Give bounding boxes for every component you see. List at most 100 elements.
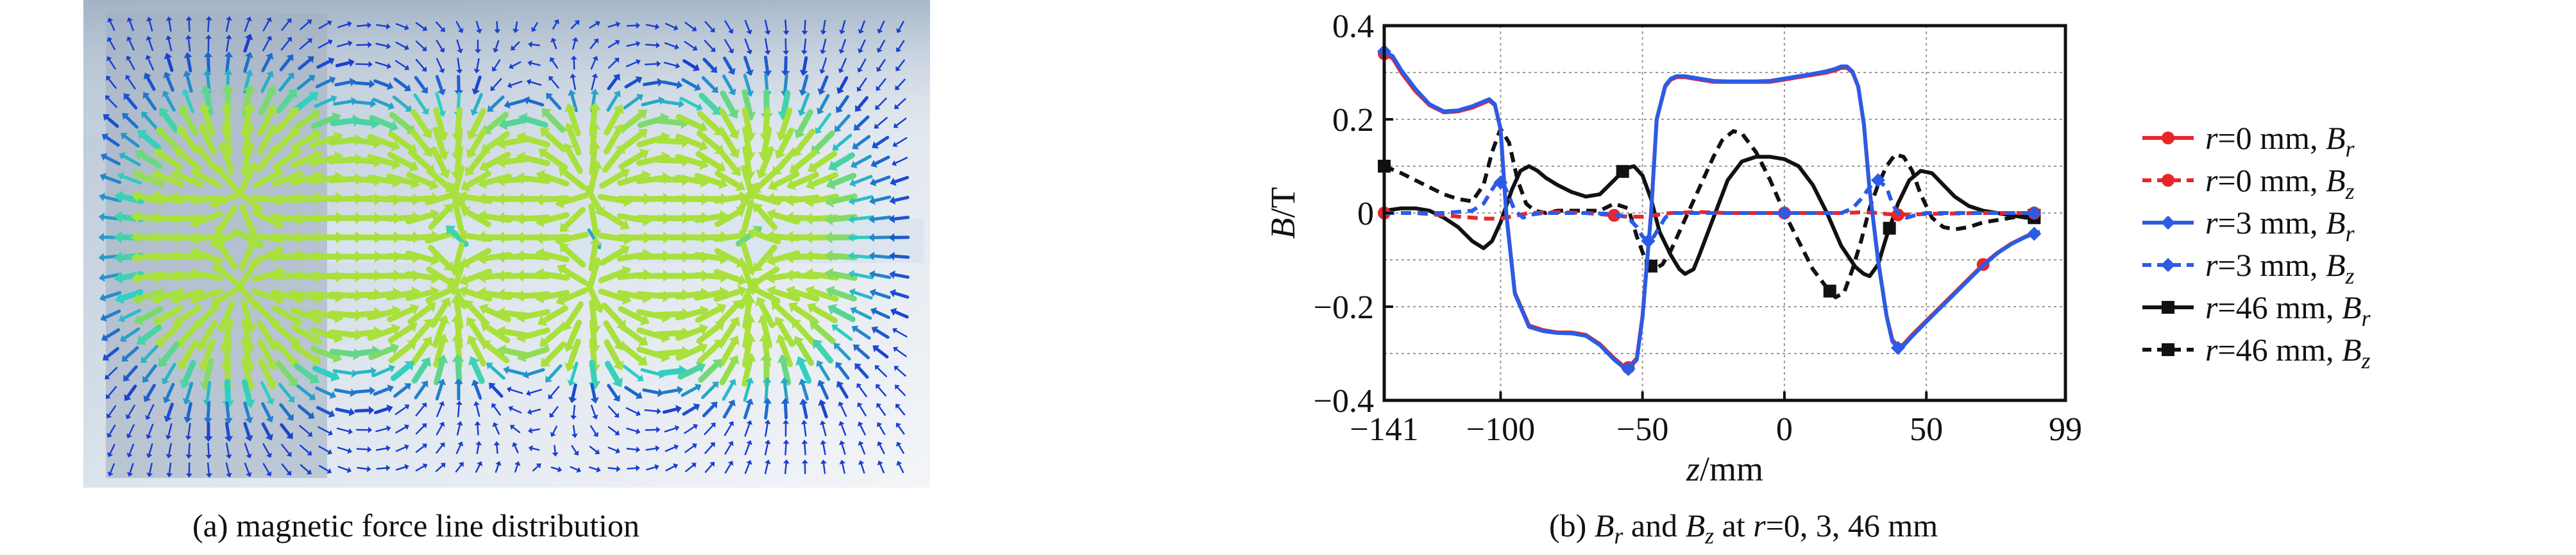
field-arrow-head-677 (197, 341, 208, 351)
field-arrow-938 (375, 447, 388, 451)
field-arrow-head-787 (712, 359, 722, 369)
field-arrow-head-756 (105, 374, 110, 380)
field-arrow-head-885 (165, 434, 172, 440)
field-arrow-head-47 (205, 35, 212, 39)
field-arrow-445 (588, 203, 598, 234)
field-arrow-564 (452, 261, 466, 291)
field-arrow-head-458 (824, 213, 833, 226)
field-arrow-head-207 (855, 105, 862, 112)
field-arrow-head-197 (678, 99, 685, 108)
field-arrow-734 (484, 342, 510, 364)
field-arrow-165 (858, 78, 867, 89)
field-arrow-439 (464, 209, 491, 228)
field-arrow-158 (722, 74, 734, 92)
series-point-3 (1777, 206, 1792, 220)
field-arrow-head-508 (169, 249, 178, 262)
field-arrow-head-400 (515, 192, 524, 205)
field-arrow-head-257 (197, 123, 209, 133)
field-arrow-172 (184, 92, 194, 114)
field-arrow-head-673 (120, 334, 127, 342)
field-arrow-head-116 (727, 67, 736, 75)
field-arrow-645 (387, 306, 415, 323)
field-arrow-head-958 (764, 440, 771, 445)
field-arrow-316 (520, 155, 551, 166)
field-arrow-104 (493, 59, 501, 69)
field-arrow-head-342 (214, 164, 225, 175)
field-arrow-head-169 (123, 93, 131, 101)
field-arrow-head-248 (834, 124, 842, 132)
field-arrow-125 (897, 59, 905, 69)
field-arrow-900 (456, 424, 461, 436)
field-arrow-460 (872, 216, 892, 221)
field-arrow-head-158 (728, 88, 736, 96)
field-arrow-head-959 (783, 440, 790, 444)
field-arrow-head-825 (635, 391, 643, 399)
field-arrow-head-819 (507, 386, 512, 393)
field-arrow-head-977 (326, 468, 332, 474)
field-arrow-head-706 (758, 314, 770, 323)
field-arrow-187 (473, 92, 483, 113)
field-arrow-head-955 (709, 442, 715, 448)
field-arrow-head-663 (743, 295, 756, 303)
field-arrow-head-1007 (896, 461, 902, 466)
field-arrow-183 (392, 95, 410, 110)
field-arrow-812 (373, 387, 391, 396)
field-arrow-116 (723, 56, 733, 72)
field-arrow-head-937 (367, 446, 372, 453)
field-arrow-head-294 (100, 153, 108, 161)
field-arrow-head-280 (661, 132, 670, 144)
field-arrow-head-66 (572, 37, 579, 42)
field-arrow-head-118 (763, 70, 772, 77)
field-arrow-head-376 (870, 178, 877, 187)
field-arrow-511 (239, 243, 255, 271)
field-arrow-913 (704, 424, 714, 436)
field-arrow-head-220 (310, 110, 321, 121)
field-arrow-229 (470, 108, 486, 136)
field-arrow-664 (758, 300, 775, 329)
field-arrow-139 (353, 81, 371, 86)
field-arrow-head-151 (591, 73, 598, 78)
field-arrow-head-40 (877, 28, 883, 34)
field-arrow-467 (193, 233, 224, 242)
field-arrow-798 (107, 386, 117, 397)
field-arrow-head-699 (638, 336, 648, 346)
field-arrow-123 (859, 58, 867, 70)
field-arrow-293 (895, 137, 908, 146)
field-arrow-head-732 (451, 333, 464, 341)
field-arrow-head-978 (346, 466, 352, 474)
field-arrow-414 (790, 194, 820, 203)
field-arrow-629 (893, 291, 910, 299)
field-arrow-872 (722, 402, 734, 419)
field-arrow-850 (297, 404, 312, 417)
field-arrow-head-384 (209, 197, 219, 209)
field-arrow-head-880 (876, 403, 882, 409)
field-arrow-708 (793, 321, 817, 346)
field-arrow-771 (390, 363, 412, 381)
field-arrow-head-610 (516, 289, 524, 303)
field-arrow-head-146 (490, 85, 496, 91)
field-arrow-head-150 (570, 73, 577, 78)
field-arrow-head-795 (854, 363, 862, 370)
field-arrow-head-314 (479, 160, 489, 172)
field-arrow-947 (554, 445, 556, 454)
field-arrow-head-422 (131, 210, 140, 223)
field-arrow-head-148 (526, 78, 532, 85)
field-arrow-585 (852, 272, 874, 280)
field-arrow-802 (185, 382, 194, 401)
field-arrow-head-646 (426, 302, 436, 312)
field-arrow-head-299 (196, 145, 206, 155)
field-arrow-909 (626, 427, 638, 432)
field-arrow-head-741 (637, 355, 648, 366)
field-arrow-206 (838, 95, 849, 110)
field-arrow-335 (894, 157, 908, 164)
field-arrow-head-855 (404, 404, 410, 410)
field-arrow-628 (873, 291, 891, 300)
field-arrow-479 (425, 231, 454, 244)
legend-entry-2: r=3 mm, Br (2142, 205, 2355, 246)
field-arrow-head-24 (574, 20, 580, 26)
field-arrow-head-799 (124, 394, 131, 401)
field-arrow-head-308 (391, 158, 401, 170)
field-arrow-head-621 (747, 277, 759, 287)
field-arrow-head-134 (266, 71, 275, 78)
field-arrow-head-355 (461, 180, 471, 191)
